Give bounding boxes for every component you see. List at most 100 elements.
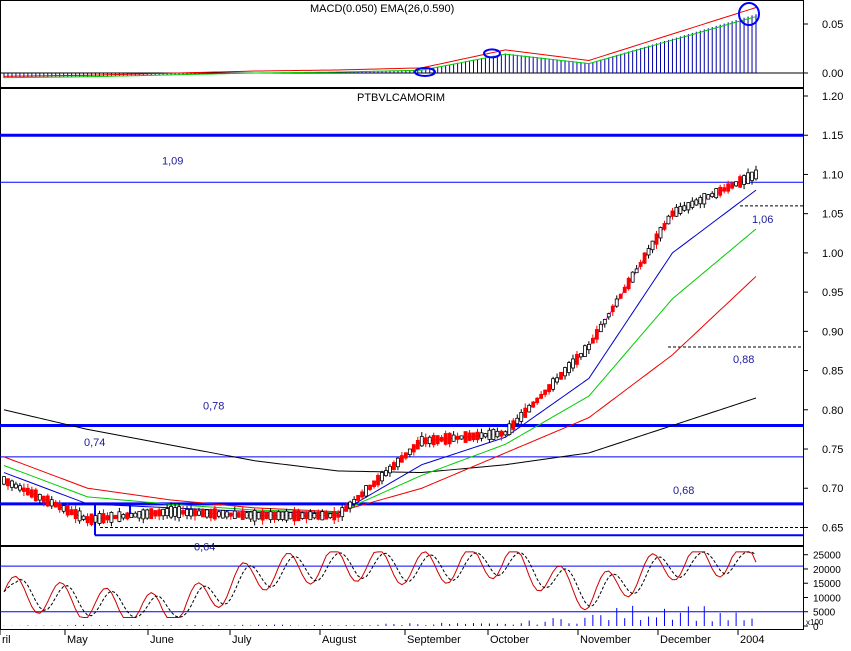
candle-down — [575, 353, 579, 365]
candle-down — [443, 433, 448, 445]
candle-down — [228, 512, 233, 517]
candle-down — [376, 475, 380, 486]
candle-down — [594, 329, 599, 340]
macd-line — [3, 16, 757, 79]
macd-y-tick-label: 0.00 — [822, 68, 843, 80]
candle-up — [750, 171, 754, 181]
x-axis-label: June — [150, 634, 174, 646]
candle-up — [284, 510, 289, 521]
candle-up — [666, 215, 671, 225]
candle-down — [65, 505, 70, 516]
candle-up — [348, 501, 353, 509]
candle-down — [292, 510, 297, 522]
oscillator-y-tick-label: 20000 — [813, 565, 841, 576]
candle-up — [141, 509, 146, 520]
candle-up — [614, 298, 619, 307]
candle-up — [571, 358, 575, 369]
candle-down — [212, 508, 217, 520]
candle-down — [85, 516, 90, 524]
candle-down — [372, 480, 376, 488]
candle-up — [419, 436, 424, 447]
candle-up — [276, 511, 281, 521]
candle-up — [248, 511, 253, 520]
candle-down — [260, 510, 265, 521]
candle-up — [320, 511, 325, 521]
candle-up — [551, 378, 555, 390]
candle-down — [69, 509, 74, 516]
candle-up — [232, 510, 237, 519]
candle-down — [547, 384, 552, 393]
oscillator-y-tick-label: 25000 — [813, 551, 841, 562]
candle-down — [6, 478, 10, 487]
x-axis-label: May — [67, 634, 88, 646]
candle-up — [129, 513, 134, 519]
candle-up — [197, 510, 201, 516]
candle-up — [244, 512, 249, 519]
candle-down — [622, 286, 627, 293]
candle-down — [559, 371, 563, 380]
candle-up — [2, 476, 6, 485]
macd-highlight-circle — [738, 2, 760, 26]
candle-up — [583, 345, 587, 357]
candle-up — [256, 512, 261, 520]
candle-up — [49, 499, 54, 507]
x-axis-label: September — [407, 634, 461, 646]
candle-up — [364, 485, 368, 497]
candle-down — [264, 512, 269, 520]
price-y-tick-label: 1.00 — [822, 248, 843, 260]
candle-up — [734, 181, 739, 187]
candle-down — [610, 305, 615, 313]
candle-down — [531, 401, 536, 408]
macd-panel-title: MACD(0.050) EMA(26,0.590) — [310, 3, 455, 15]
price-y-tick-label: 1.15 — [822, 130, 843, 142]
price-level-label: 1,09 — [162, 155, 183, 167]
candle-down — [332, 511, 337, 521]
candle-up — [630, 271, 635, 283]
candle-up — [300, 512, 305, 520]
candle-up — [388, 465, 392, 474]
candle-down — [411, 444, 416, 453]
candle-up — [137, 511, 142, 519]
candle-up — [586, 343, 591, 351]
candle-up — [224, 511, 229, 518]
x-axis-label: October — [490, 634, 529, 646]
candle-up — [252, 510, 257, 522]
candle-up — [491, 428, 496, 440]
x-axis-label: August — [322, 634, 356, 646]
price-y-tick-label: 0.85 — [822, 366, 843, 378]
x-axis-label: 2004 — [740, 634, 764, 646]
candle-up — [14, 483, 18, 489]
candle-up — [220, 510, 225, 519]
candle-down — [447, 432, 452, 445]
candle-down — [439, 436, 444, 442]
candle-down — [539, 393, 544, 399]
moving-average-green — [3, 228, 757, 514]
candle-down — [33, 489, 38, 502]
candle-down — [201, 509, 205, 518]
moving-average-red — [3, 276, 757, 513]
candle-up — [658, 227, 663, 239]
candle-up — [380, 472, 384, 482]
candle-up — [352, 498, 357, 505]
candle-up — [177, 506, 181, 519]
candle-down — [29, 489, 34, 498]
candle-down — [181, 510, 185, 515]
candle-up — [189, 508, 193, 517]
macd-highlight-circle — [483, 48, 501, 59]
price-level-label: 0,68 — [673, 485, 694, 497]
price-y-tick-label: 0.95 — [822, 287, 843, 299]
candle-up — [205, 509, 209, 518]
candle-up — [216, 511, 221, 517]
candle-up — [308, 511, 313, 521]
candle-up — [133, 512, 138, 518]
candle-up — [702, 193, 707, 205]
candle-up — [427, 436, 432, 445]
oscillator-y-tick-label: 10000 — [813, 593, 841, 604]
candle-up — [754, 169, 758, 180]
candle-up — [185, 509, 189, 517]
candle-down — [193, 509, 197, 517]
candle-down — [208, 509, 213, 519]
price-y-tick-label: 0.70 — [822, 483, 843, 495]
candle-up — [161, 508, 166, 517]
